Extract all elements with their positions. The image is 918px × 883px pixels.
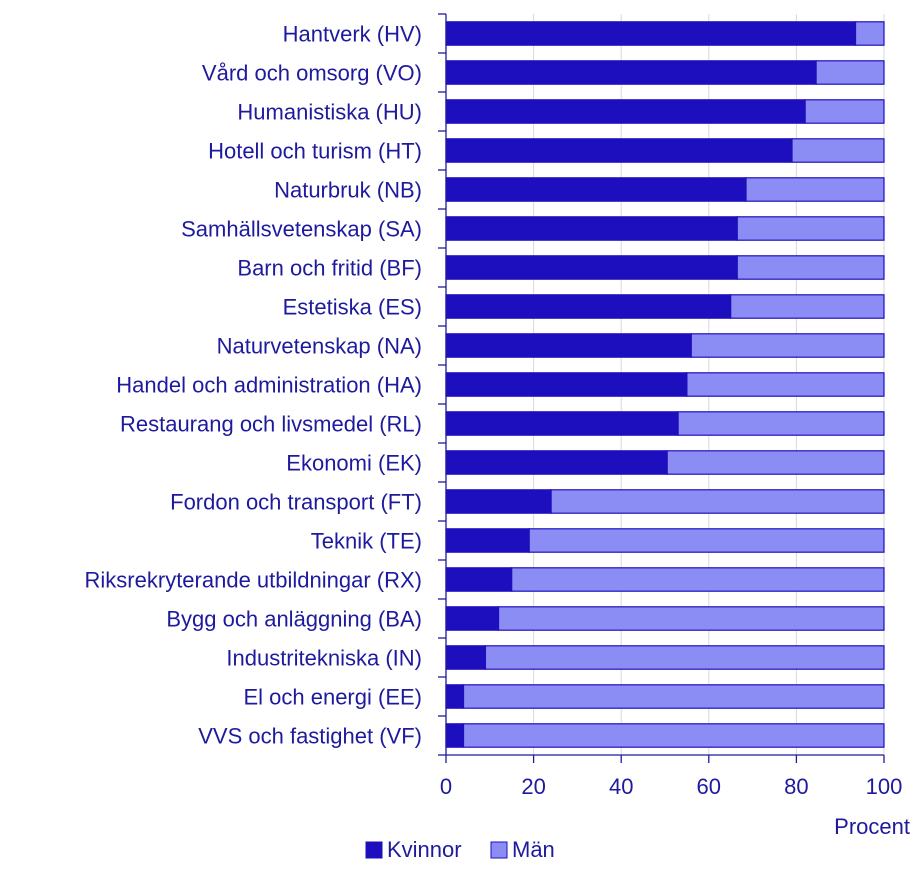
category-label: Hotell och turism (HT) (208, 139, 422, 164)
category-label: Ekonomi (EK) (286, 451, 422, 476)
category-label: VVS och fastighet (VF) (198, 724, 422, 749)
bar-mn-3 (791, 138, 885, 163)
legend-label-man: Män (512, 837, 555, 862)
bar-mn-4 (745, 177, 885, 202)
bar-kvinnor-6 (445, 255, 738, 280)
x-tick-label-5: 100 (866, 774, 903, 799)
bar-kvinnor-13 (445, 528, 530, 553)
legend-label-kvinnor: Kvinnor (387, 837, 462, 862)
x-tick-label-1: 20 (521, 774, 545, 799)
category-label: Restaurang och livsmedel (RL) (120, 412, 422, 437)
bar-mn-16 (484, 645, 885, 670)
category-label: Bygg och anläggning (BA) (166, 607, 422, 632)
bar-kvinnor-5 (445, 216, 738, 241)
legend-swatch-kvinnor (365, 841, 383, 859)
bar-mn-9 (686, 372, 885, 397)
bar-mn-7 (730, 294, 885, 319)
bar-kvinnor-9 (445, 372, 688, 397)
bar-mn-13 (528, 528, 885, 553)
bar-mn-6 (736, 255, 885, 280)
bar-kvinnor-14 (445, 567, 513, 592)
category-label: Hantverk (HV) (283, 22, 422, 47)
bar-mn-14 (511, 567, 885, 592)
bar-kvinnor-18 (445, 723, 465, 748)
category-labels: Hantverk (HV) Vård och omsorg (VO) Humanis… (85, 22, 422, 749)
bar-kvinnor-12 (445, 489, 552, 514)
bar-kvinnor-0 (445, 21, 857, 46)
category-label: Riksrekryterande utbildningar (RX) (85, 568, 422, 593)
bar-mn-12 (550, 489, 885, 514)
bar-mn-11 (666, 450, 885, 475)
bar-kvinnor-17 (445, 684, 465, 709)
x-tick-label-2: 40 (609, 774, 633, 799)
legend: Kvinnor Män (365, 837, 555, 862)
bar-kvinnor-10 (445, 411, 679, 436)
x-axis-unit-label: Procent (834, 814, 910, 839)
bar-kvinnor-8 (445, 333, 692, 358)
bar-kvinnor-11 (445, 450, 668, 475)
bar-mn-10 (677, 411, 885, 436)
bar-mn-1 (815, 60, 885, 85)
bar-kvinnor-3 (445, 138, 793, 163)
x-tick-label-3: 60 (697, 774, 721, 799)
category-label: Samhällsvetenskap (SA) (181, 217, 422, 242)
bar-kvinnor-4 (445, 177, 747, 202)
category-label: El och energi (EE) (243, 685, 422, 710)
category-label: Naturvetenskap (NA) (217, 334, 422, 359)
category-label: Estetiska (ES) (283, 295, 422, 320)
bar-mn-18 (462, 723, 885, 748)
bar-mn-2 (804, 99, 885, 124)
x-tick-label-4: 80 (784, 774, 808, 799)
axes (438, 13, 885, 763)
bars (445, 21, 885, 748)
bar-mn-8 (690, 333, 885, 358)
bar-mn-0 (854, 21, 885, 46)
category-label: Humanistiska (HU) (237, 100, 422, 125)
bar-mn-15 (497, 606, 885, 631)
bar-kvinnor-2 (445, 99, 806, 124)
x-tick-labels: 0 20 40 60 80 100 (440, 774, 902, 799)
bar-kvinnor-1 (445, 60, 817, 85)
category-label: Vård och omsorg (VO) (202, 61, 422, 86)
x-tick-label-0: 0 (440, 774, 452, 799)
bar-kvinnor-16 (445, 645, 487, 670)
bar-mn-5 (736, 216, 885, 241)
legend-swatch-man (490, 841, 508, 859)
category-label: Fordon och transport (FT) (170, 490, 422, 515)
category-label: Barn och fritid (BF) (237, 256, 422, 281)
category-label: Naturbruk (NB) (274, 178, 422, 203)
category-label: Handel och administration (HA) (116, 373, 422, 398)
bar-kvinnor-15 (445, 606, 500, 631)
category-label: Teknik (TE) (311, 529, 422, 554)
bar-kvinnor-7 (445, 294, 732, 319)
category-label: Industritekniska (IN) (226, 646, 422, 671)
bar-mn-17 (462, 684, 885, 709)
